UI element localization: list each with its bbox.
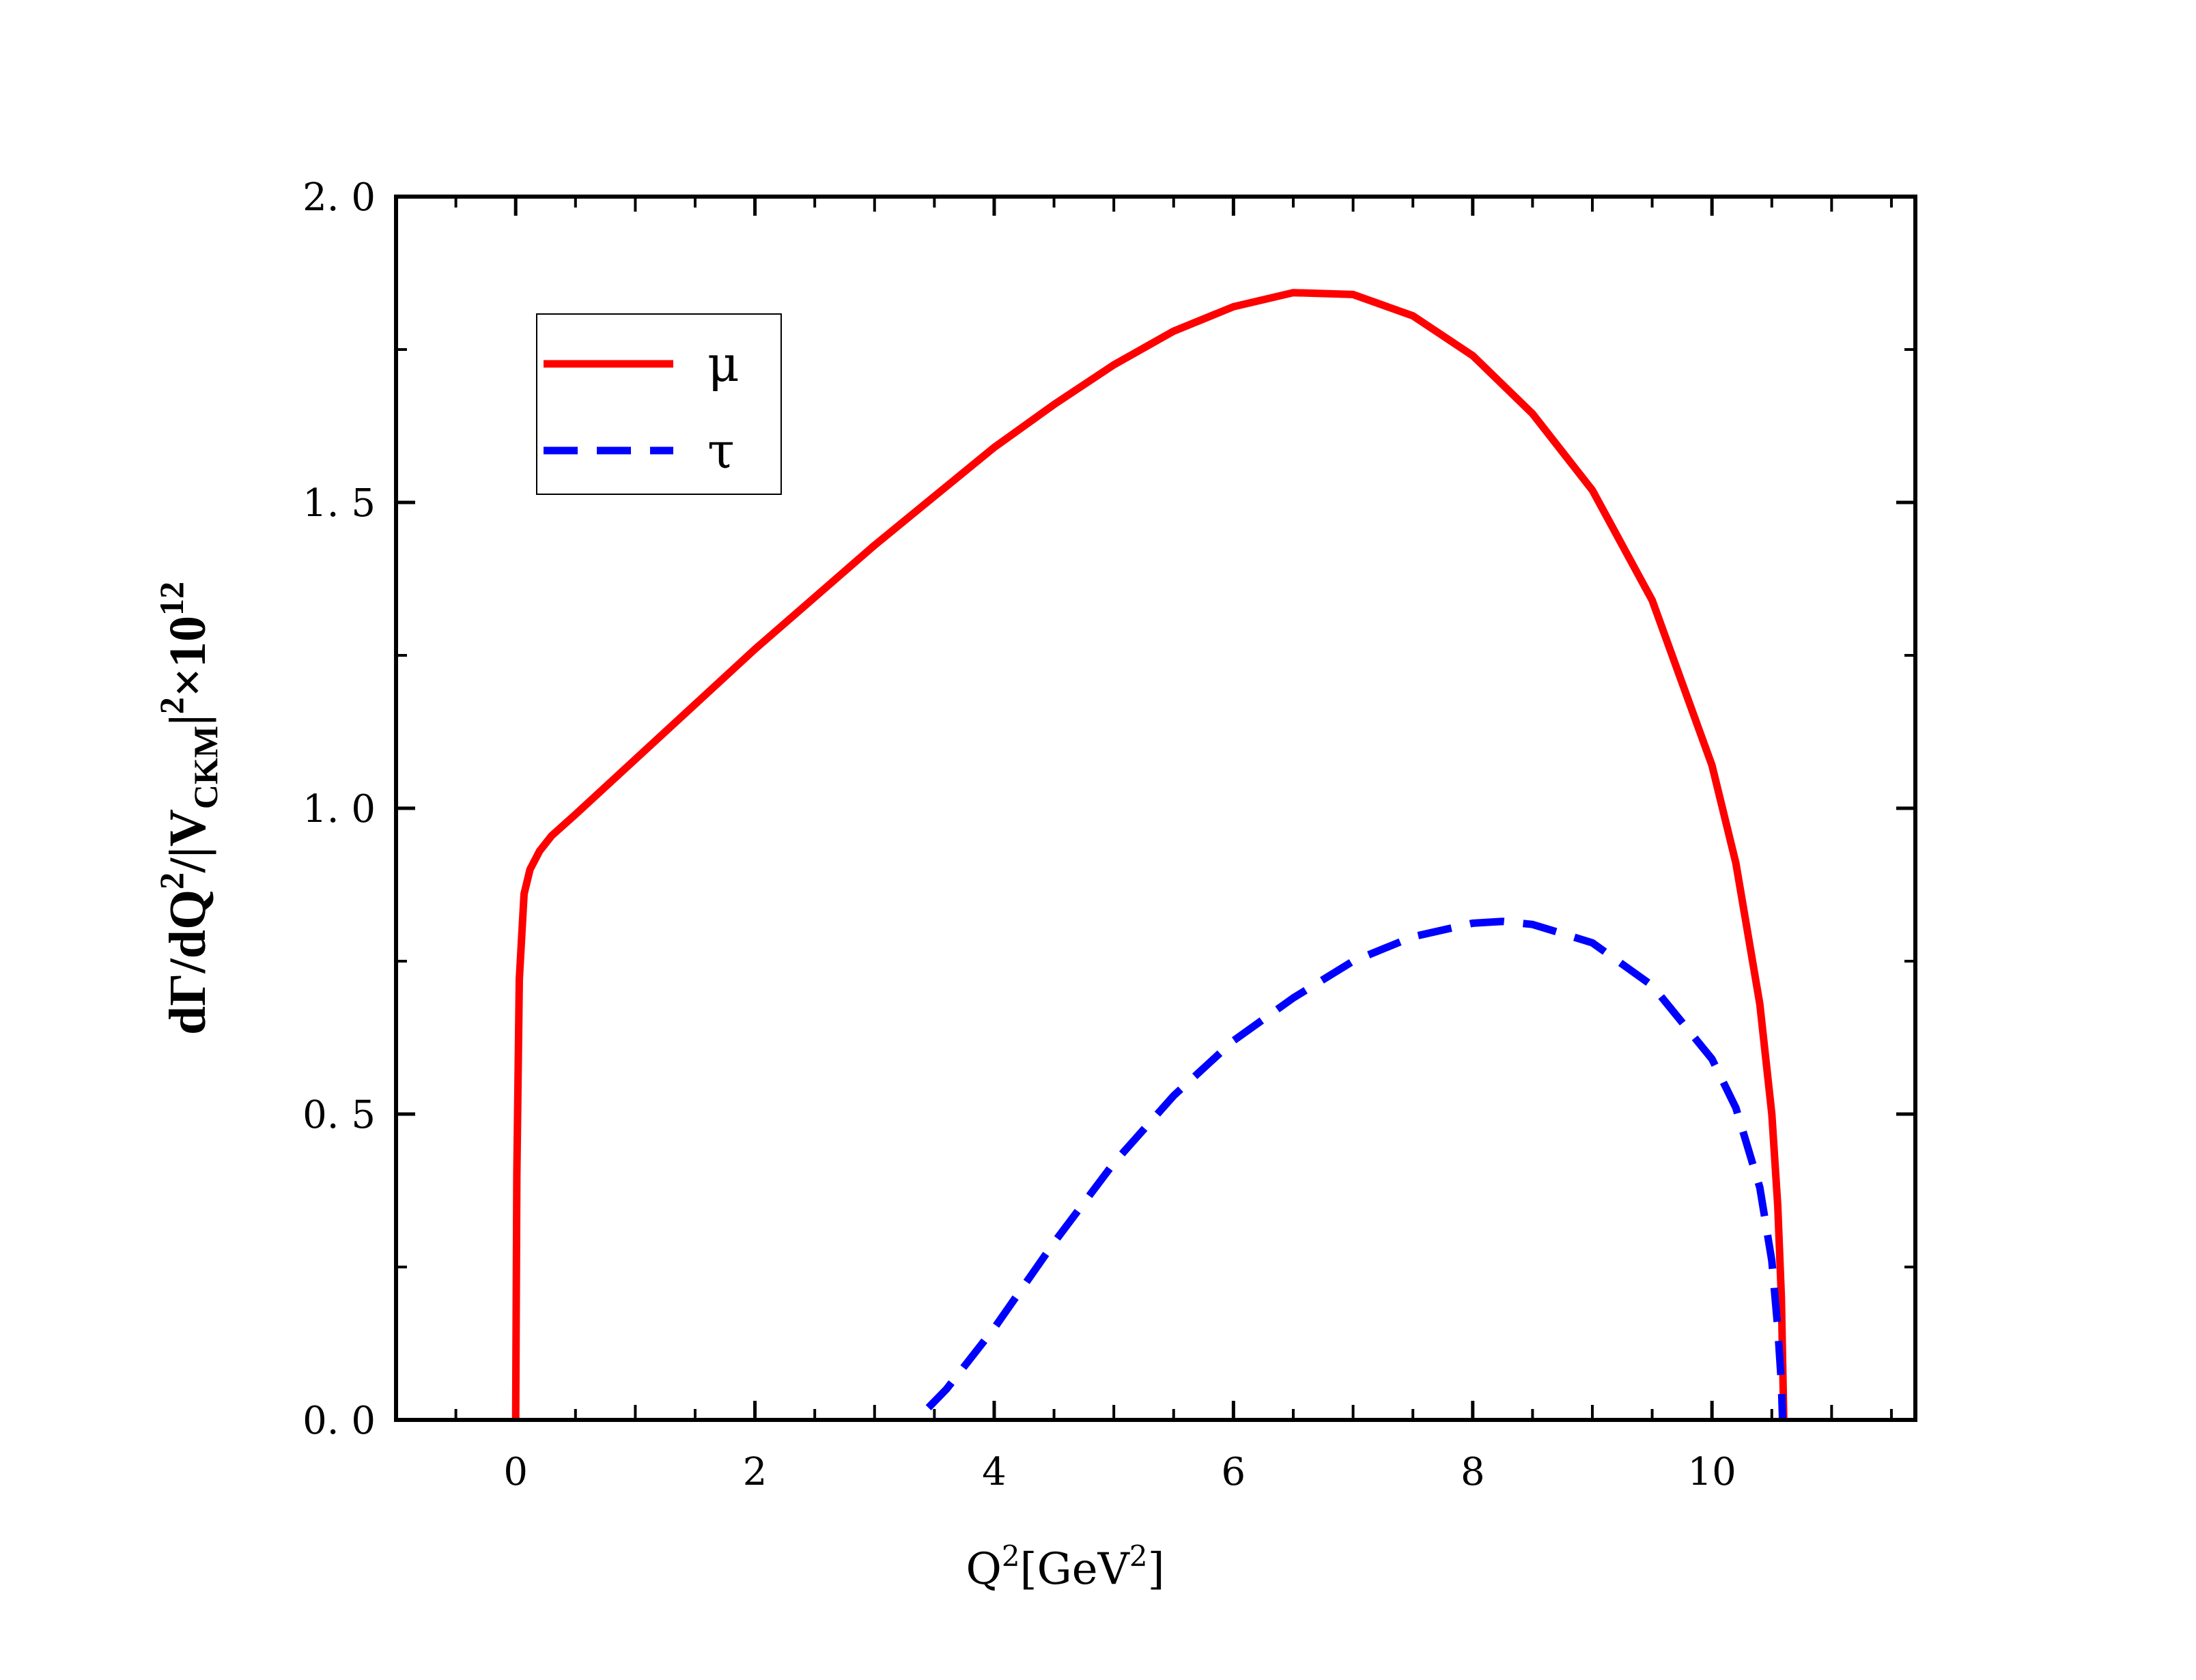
legend: μ τ: [536, 313, 782, 495]
x-axis-title: Q2[GeV2]: [966, 1539, 1164, 1595]
y-axis-title: dΓ/dQ2/|VCKM|2×1012: [152, 582, 225, 1035]
series-layer: [511, 289, 1788, 1421]
y-tick-label: 0. 5: [302, 1093, 376, 1137]
x-tick-label: 4: [982, 1450, 1006, 1494]
y-tick-label: 0. 0: [302, 1399, 376, 1443]
y-tick-label: 1. 5: [302, 481, 376, 526]
series-line-mu: [511, 289, 1788, 1421]
y-tick-label: 1. 0: [302, 787, 376, 831]
x-tick-label: 0: [503, 1450, 528, 1494]
y-tick-labels: 0. 0 0. 5 1. 0 1. 5 2. 0: [302, 175, 376, 1443]
legend-label-mu: μ: [707, 335, 740, 393]
x-tick-label: 2: [743, 1450, 768, 1494]
x-tick-labels: 0 2 4 6 8 10: [503, 1450, 1736, 1494]
x-tick-label: 10: [1688, 1450, 1736, 1494]
legend-box: [536, 313, 782, 495]
series-line-tau: [925, 917, 1786, 1421]
x-tick-label: 6: [1222, 1450, 1246, 1494]
y-tick-label: 2. 0: [302, 175, 376, 220]
plot-area-frame: [394, 195, 1917, 1422]
x-tick-label: 8: [1461, 1450, 1485, 1494]
legend-label-tau: τ: [707, 422, 735, 479]
